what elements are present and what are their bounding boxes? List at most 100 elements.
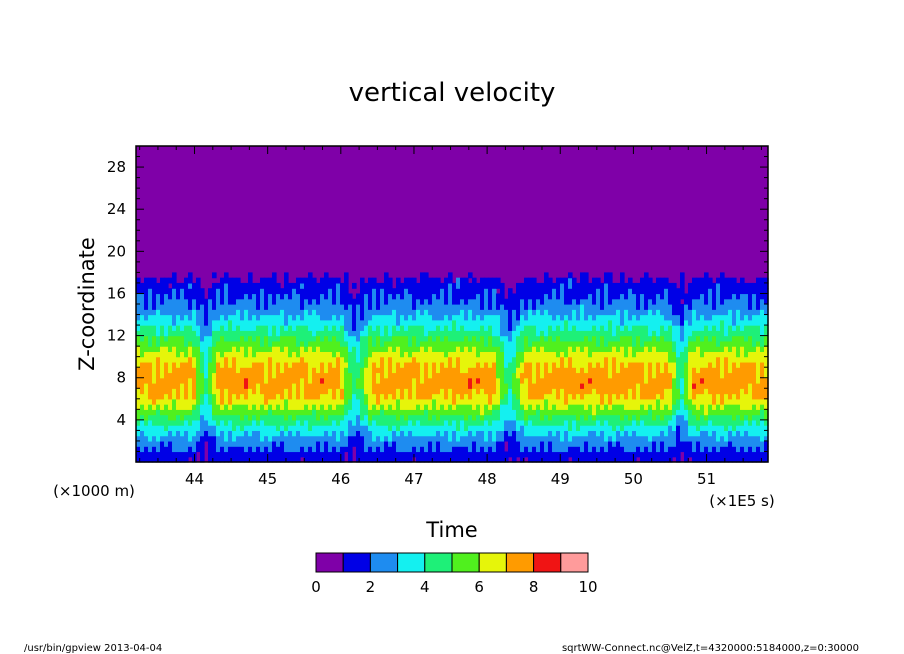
field-cell (136, 419, 141, 426)
field-cell (584, 361, 589, 368)
field-cell (532, 319, 537, 326)
field-cell (436, 298, 441, 305)
field-cell (144, 304, 149, 310)
field-cell (172, 440, 177, 447)
field-cell (456, 293, 461, 300)
field-cell (228, 456, 233, 463)
field-cell (520, 367, 525, 374)
field-cell (680, 425, 685, 431)
field-cell (140, 361, 145, 368)
field-cell (268, 435, 273, 442)
field-cell (280, 414, 285, 421)
field-cell (240, 309, 245, 316)
field-cell (688, 356, 693, 363)
field-cell (228, 388, 233, 395)
field-cell (656, 409, 661, 416)
field-cell (452, 335, 457, 342)
field-cell (324, 282, 329, 289)
field-cell (448, 404, 453, 410)
field-cell (228, 404, 233, 410)
field-cell (344, 388, 349, 395)
field-cell (184, 356, 189, 363)
field-cell (184, 451, 189, 458)
field-cell (492, 330, 497, 337)
field-cell (392, 330, 397, 337)
field-cell (572, 367, 577, 374)
field-cell (196, 414, 201, 421)
field-cell (508, 325, 513, 331)
field-cell (256, 414, 261, 421)
field-cell (688, 361, 693, 368)
field-cell (568, 298, 573, 305)
field-cell (572, 335, 577, 342)
field-cell (332, 430, 337, 437)
field-cell (704, 440, 709, 447)
field-cell (512, 340, 517, 347)
field-cell (280, 351, 285, 358)
field-cell (708, 335, 713, 342)
field-cell (704, 309, 709, 316)
field-cell (544, 340, 549, 347)
field-cell (256, 451, 261, 458)
field-cell (516, 435, 521, 442)
field-cell (388, 330, 393, 337)
field-cell (496, 282, 501, 289)
field-cell (352, 367, 357, 374)
field-cell (680, 325, 685, 331)
field-cell (656, 288, 661, 295)
field-cell (140, 293, 145, 300)
field-cell (480, 456, 485, 463)
field-cell (268, 356, 273, 363)
field-cell (328, 456, 333, 463)
field-cell (316, 340, 321, 347)
field-cell (460, 293, 465, 300)
field-cell (508, 451, 513, 458)
field-cell (176, 409, 181, 416)
field-cell (608, 272, 613, 279)
field-cell (508, 335, 513, 342)
field-cell (524, 446, 529, 453)
field-cell (136, 377, 141, 384)
field-cell (660, 277, 665, 284)
field-cell (476, 293, 481, 300)
field-cell (380, 346, 385, 352)
field-cell (252, 304, 257, 310)
field-cell (160, 293, 165, 300)
field-cell (300, 430, 305, 437)
field-cell (596, 451, 601, 458)
field-cell (320, 346, 325, 352)
field-cell (524, 414, 529, 421)
field-cell (692, 446, 697, 453)
field-cell (700, 451, 705, 458)
field-cell (456, 409, 461, 416)
field-cell (236, 356, 241, 363)
field-cell (560, 414, 565, 421)
field-cell (492, 367, 497, 374)
field-cell (620, 435, 625, 442)
field-cell (212, 361, 217, 368)
field-cell (516, 404, 521, 410)
field-cell (592, 377, 597, 384)
field-cell (596, 293, 601, 300)
field-cell (216, 304, 221, 310)
field-cell (308, 346, 313, 352)
field-cell (456, 288, 461, 295)
field-cell (664, 367, 669, 374)
field-cell (316, 393, 321, 400)
field-cell (444, 298, 449, 305)
field-cell (192, 293, 197, 300)
field-cell (320, 404, 325, 410)
field-cell (584, 298, 589, 305)
field-cell (140, 304, 145, 310)
field-cell (504, 372, 509, 379)
field-cell (272, 377, 277, 384)
field-cell (324, 409, 329, 416)
field-cell (520, 298, 525, 305)
field-cell (512, 325, 517, 331)
field-cell (492, 435, 497, 442)
field-cell (708, 377, 713, 384)
field-cell (208, 377, 213, 384)
field-cell (232, 440, 237, 447)
field-cell (676, 435, 681, 442)
field-cell (492, 404, 497, 410)
